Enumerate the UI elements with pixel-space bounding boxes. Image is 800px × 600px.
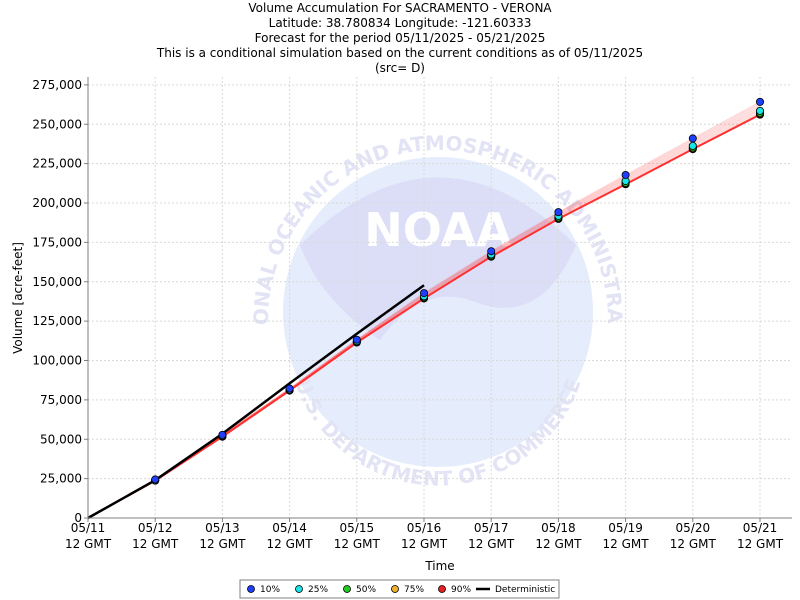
grid-lines: [88, 77, 792, 518]
data-point-10pct: [688, 134, 697, 143]
y-tick-label: 225,000: [32, 157, 82, 171]
x-tick-label-date: 05/13: [205, 521, 240, 535]
noaa-watermark-logo: NOAA: [364, 203, 512, 257]
legend-swatch: [438, 585, 446, 593]
data-point-25pct: [688, 141, 697, 150]
legend-label: 10%: [260, 585, 280, 595]
legend-swatch: [247, 585, 255, 593]
chart-location: Latitude: 38.780834 Longitude: -121.6033…: [268, 16, 532, 30]
legend-label: 50%: [356, 585, 376, 595]
series-markers: [151, 97, 765, 485]
data-point-10pct: [756, 97, 765, 106]
legend-swatch: [343, 585, 351, 593]
y-tick-label: 175,000: [32, 235, 82, 249]
x-tick-label-date: 05/20: [676, 521, 711, 535]
legend-swatch: [295, 585, 303, 593]
x-tick-label-date: 05/12: [138, 521, 173, 535]
x-tick-label-time: 12 GMT: [603, 537, 650, 551]
data-point-10pct: [554, 208, 563, 217]
y-tick-label: 100,000: [32, 354, 82, 368]
series-line-deterministic: [87, 284, 425, 520]
chart-source: (src= D): [375, 61, 425, 75]
data-point-25pct: [756, 106, 765, 115]
data-point-10pct: [352, 335, 361, 344]
chart-period: Forecast for the period 05/11/2025 - 05/…: [254, 31, 546, 45]
legend-label: Deterministic: [495, 585, 555, 595]
y-tick-label: 0: [74, 511, 82, 525]
x-tick-label-date: 05/15: [340, 521, 375, 535]
chart-title: Volume Accumulation For SACRAMENTO - VER…: [248, 1, 552, 15]
data-point-10pct: [285, 384, 294, 393]
x-tick-label-date: 05/18: [541, 521, 576, 535]
x-tick-label-time: 12 GMT: [199, 537, 246, 551]
y-axis-label: Volume [acre-feet]: [11, 242, 25, 354]
x-tick-label-time: 12 GMT: [670, 537, 717, 551]
x-axis-label: Time: [424, 559, 454, 573]
legend-label: 25%: [308, 585, 328, 595]
legend-label: 90%: [451, 585, 471, 595]
y-tick-label: 275,000: [32, 78, 82, 92]
data-point-10pct: [621, 170, 630, 179]
x-axis-ticks: 05/11 12 GMT 05/12 12 GMT 05/13 12 GMT 05/14 12…: [65, 518, 784, 551]
chart-title-block: Volume Accumulation For SACRAMENTO - VER…: [0, 0, 800, 76]
legend-box: [239, 579, 560, 599]
legend-swatch: [391, 585, 399, 593]
x-tick-label-date: 05/14: [272, 521, 307, 535]
y-tick-label: 75,000: [40, 393, 82, 407]
x-tick-label-time: 12 GMT: [132, 537, 179, 551]
data-point-10pct: [151, 475, 160, 484]
x-tick-label-date: 05/21: [743, 521, 778, 535]
y-tick-label: 150,000: [32, 275, 82, 289]
x-tick-label-date: 05/11: [71, 521, 106, 535]
data-point-10pct: [419, 289, 428, 298]
y-axis-ticks: 0 25,000 50,000 75,000 100,000 125,000 150,000…: [32, 78, 88, 525]
x-tick-label-time: 12 GMT: [334, 537, 381, 551]
x-tick-label-time: 12 GMT: [468, 537, 515, 551]
chart-conditions: This is a conditional simulation based o…: [156, 46, 644, 60]
x-tick-label-time: 12 GMT: [267, 537, 314, 551]
x-tick-label-time: 12 GMT: [737, 537, 784, 551]
x-tick-label-time: 12 GMT: [65, 537, 112, 551]
y-tick-label: 125,000: [32, 314, 82, 328]
legend: 10% 25% 50% 75% 90% Deterministic: [239, 579, 560, 599]
data-point-10pct: [218, 430, 227, 439]
data-point-10pct: [487, 247, 496, 256]
x-tick-label-date: 05/19: [608, 521, 643, 535]
x-tick-label-time: 12 GMT: [535, 537, 582, 551]
y-tick-label: 250,000: [32, 117, 82, 131]
x-tick-label-date: 05/16: [407, 521, 442, 535]
y-tick-label: 200,000: [32, 196, 82, 210]
x-tick-label-time: 12 GMT: [401, 537, 448, 551]
x-tick-label-date: 05/17: [474, 521, 509, 535]
legend-label: 75%: [404, 585, 424, 595]
y-tick-label: 25,000: [40, 472, 82, 486]
y-tick-label: 50,000: [40, 432, 82, 446]
